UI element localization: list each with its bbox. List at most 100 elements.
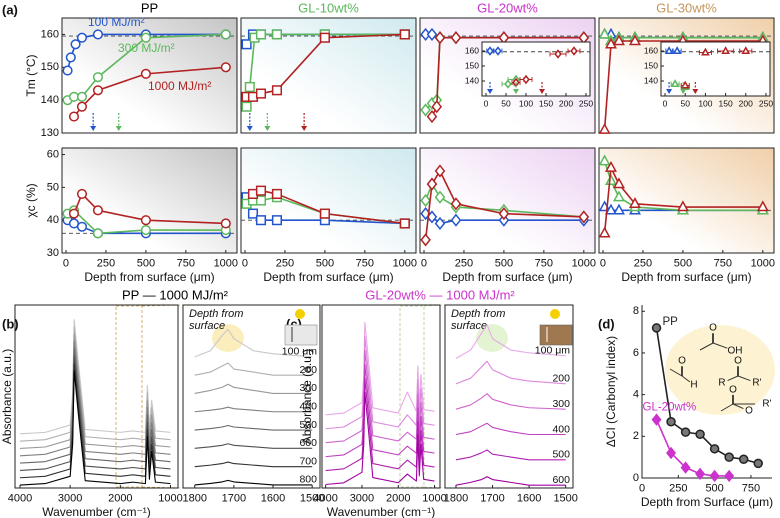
- data-point: [628, 197, 641, 208]
- series-label: 500: [552, 449, 570, 461]
- x-tick-label: 0: [600, 257, 606, 269]
- data-point: [450, 31, 462, 45]
- zoom-guide: [115, 304, 446, 489]
- series-line: [603, 40, 763, 130]
- data-point: [426, 27, 438, 42]
- y-tick-label: 150: [41, 61, 59, 73]
- x-tick-label: 0: [63, 257, 69, 269]
- x-axis-label: Depth from Surface (μm): [641, 495, 773, 509]
- data-point: [676, 200, 689, 212]
- data-point: [65, 52, 76, 63]
- data-point: [666, 416, 676, 427]
- series-line: [325, 349, 435, 444]
- plot-frame: [240, 147, 417, 254]
- x-tick-label: 500: [137, 257, 155, 269]
- chart-title: PP — 1000 MJ/m²: [122, 287, 229, 302]
- data-point: [672, 46, 682, 54]
- series-label: 100 MJ/m²: [88, 15, 145, 29]
- bond: [720, 403, 734, 412]
- series-line: [455, 422, 566, 436]
- x-tick-label: 1000: [393, 257, 417, 269]
- arrow-head: [692, 89, 699, 94]
- data-point: [399, 218, 410, 229]
- x-tick-label: 250: [759, 98, 773, 108]
- plot-frame: [444, 304, 574, 489]
- structure-glow: [665, 325, 775, 415]
- data-point: [498, 207, 510, 221]
- plot-background: [420, 148, 595, 253]
- data-point: [247, 208, 259, 219]
- data-point: [695, 429, 705, 439]
- data-point: [271, 188, 283, 199]
- depth-arrow: [301, 113, 308, 131]
- data-point: [140, 215, 151, 226]
- chart-title: GL-20wt% — 1000 MJ/m²: [365, 287, 515, 302]
- panel-label: (a): [2, 2, 18, 17]
- data-point: [628, 34, 641, 46]
- depth-arrow: [90, 113, 97, 131]
- x-axis-label: Depth from surface (μm): [621, 270, 751, 284]
- data-point: [140, 32, 151, 43]
- x-tick-label: 1000: [751, 257, 775, 269]
- data-point: [724, 469, 735, 483]
- sample-box: [284, 324, 318, 346]
- series-line: [455, 393, 566, 410]
- atom-label: O: [729, 385, 737, 396]
- data-point: [92, 228, 104, 239]
- panel-label: (b): [2, 316, 19, 331]
- plot-frame: [14, 304, 179, 489]
- series-label: 300: [552, 398, 570, 410]
- data-point: [598, 122, 611, 134]
- arrow-head: [264, 126, 271, 131]
- series-line: [19, 363, 171, 479]
- data-point: [76, 188, 88, 199]
- series-line: [194, 424, 313, 431]
- data-point: [651, 323, 662, 333]
- data-point: [140, 68, 151, 79]
- x-tick-label: 3000: [350, 492, 374, 504]
- series-line: [194, 383, 313, 394]
- series-line: [194, 406, 313, 413]
- x-axis-label: Depth from surface (μm): [84, 270, 214, 284]
- x-tick-label: 750: [356, 257, 374, 269]
- y-tick-label: 150: [465, 60, 479, 70]
- data-point: [756, 200, 769, 212]
- data-point: [220, 62, 231, 73]
- annotation: surface: [451, 320, 487, 332]
- data-point: [68, 111, 80, 122]
- plot-frame: [61, 17, 238, 134]
- plot-frame: [598, 17, 775, 134]
- x-tick-label: 0: [242, 257, 248, 269]
- data-point: [271, 85, 283, 96]
- arrow-head: [539, 89, 545, 94]
- x-tick-label: 250: [634, 257, 652, 269]
- y-axis-label: Absorbance (a.u.): [0, 349, 14, 444]
- data-point: [62, 65, 73, 76]
- series-label: 800: [299, 474, 317, 486]
- x-axis-label: Wavenumber (cm⁻¹): [42, 505, 151, 518]
- x-tick-label: 1500: [300, 492, 324, 504]
- data-point: [431, 100, 443, 114]
- data-point: [255, 29, 267, 40]
- series-line: [194, 479, 313, 486]
- data-point: [92, 72, 104, 83]
- series-label: 500: [299, 419, 317, 431]
- data-point: [92, 85, 104, 96]
- x-tick-label: 150: [718, 98, 732, 108]
- atom-label: R': [762, 399, 771, 410]
- depth-icon: [212, 309, 775, 415]
- y-axis-label: χc (%): [24, 183, 38, 217]
- data-point: [220, 29, 231, 40]
- x-tick-label: 1700: [222, 492, 246, 504]
- arrow-head: [680, 89, 687, 94]
- y-tick-label: 6: [633, 347, 639, 359]
- series-line: [194, 443, 313, 449]
- x-tick-label: 750: [177, 257, 195, 269]
- data-point: [504, 79, 512, 89]
- series-label: 400: [552, 423, 570, 435]
- data-point: [68, 208, 80, 219]
- data-point: [92, 29, 104, 40]
- chart-title: GL-10wt%: [298, 0, 359, 15]
- data-point: [724, 452, 734, 462]
- x-tick-label: 200: [559, 98, 573, 108]
